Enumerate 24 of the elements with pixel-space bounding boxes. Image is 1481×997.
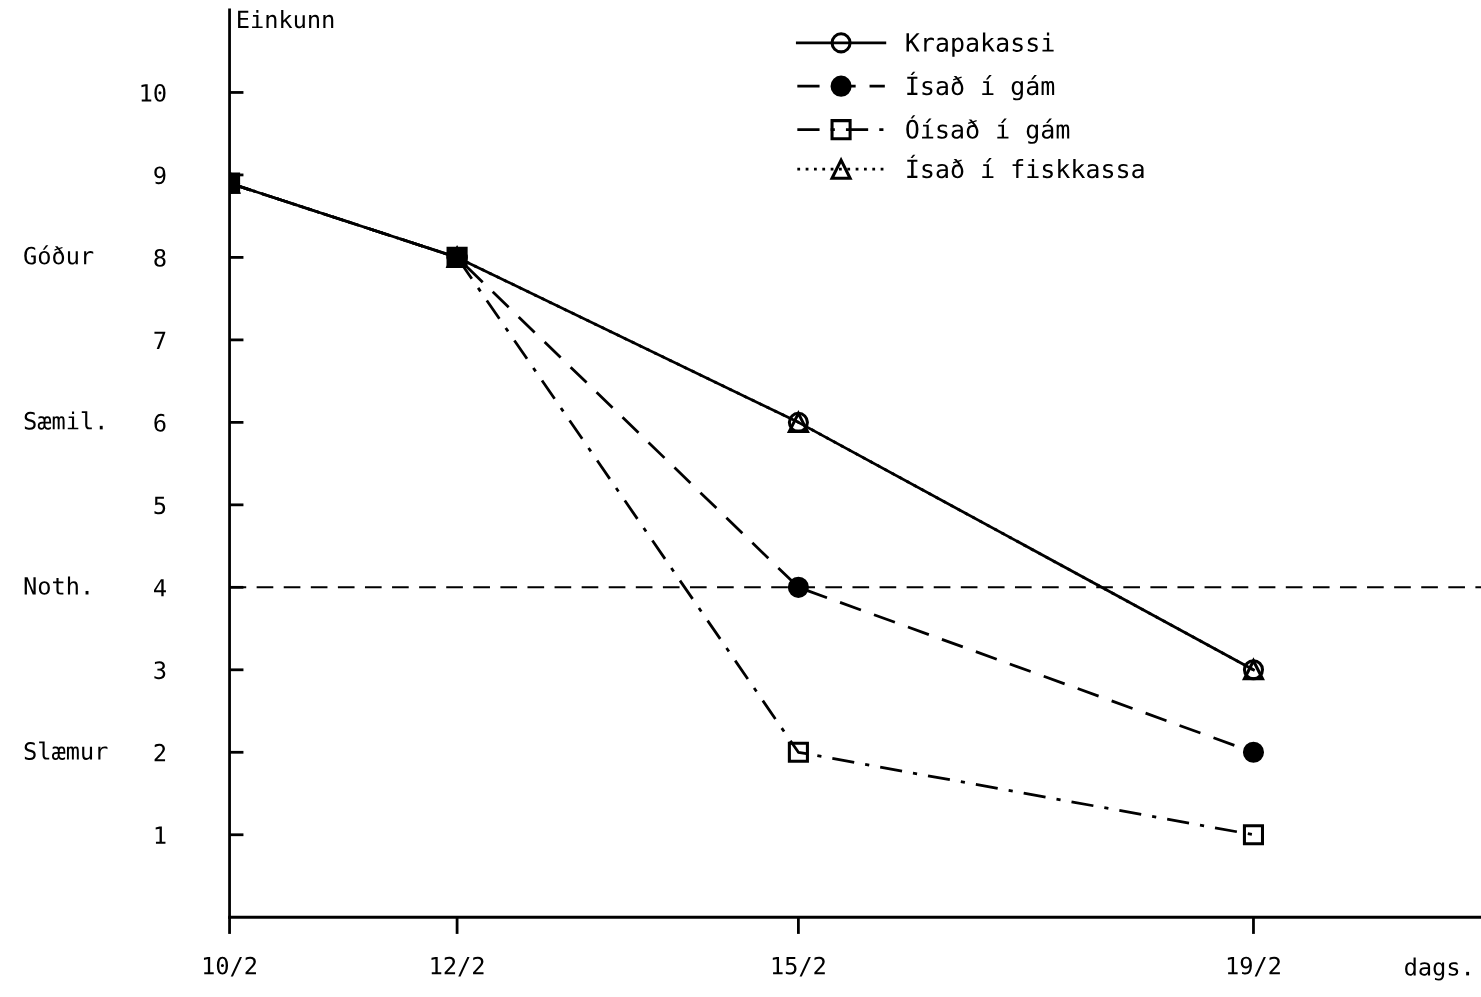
y-tick-label: 6 <box>154 413 166 432</box>
y-tick-label: 10 <box>141 83 166 102</box>
legend-label: Ísað í fiskkassa <box>907 154 1144 179</box>
x-axis-title: dags. <box>1405 957 1470 981</box>
text: Sæmil. <box>24 411 103 430</box>
x-tick-label: 19/2 <box>1227 956 1280 977</box>
y-tick-label: 3 <box>154 661 166 680</box>
x-tick-label: 12/2 <box>431 956 484 977</box>
text: Noth. <box>24 576 89 595</box>
y-tick-label: 9 <box>154 166 166 185</box>
text: Slæmur <box>24 741 108 760</box>
x-tick-label: 15/2 <box>772 956 825 977</box>
x-tick-label: 10/2 <box>203 956 256 977</box>
y-tick-label: 4 <box>154 579 166 597</box>
y-tick-label: 2 <box>154 743 166 762</box>
y-tick-label: 7 <box>154 331 166 349</box>
legend-label: Óísað í gám <box>906 115 1070 144</box>
y-axis-title: Einkunn <box>238 10 334 29</box>
legend-label: Ísað í gám <box>907 71 1055 101</box>
text: Góður <box>24 245 94 265</box>
y-tick-label: 1 <box>155 826 166 844</box>
legend-label: Krapakassi <box>906 32 1054 57</box>
y-tick-label: 5 <box>154 496 166 515</box>
y-tick-label: 8 <box>154 248 166 267</box>
